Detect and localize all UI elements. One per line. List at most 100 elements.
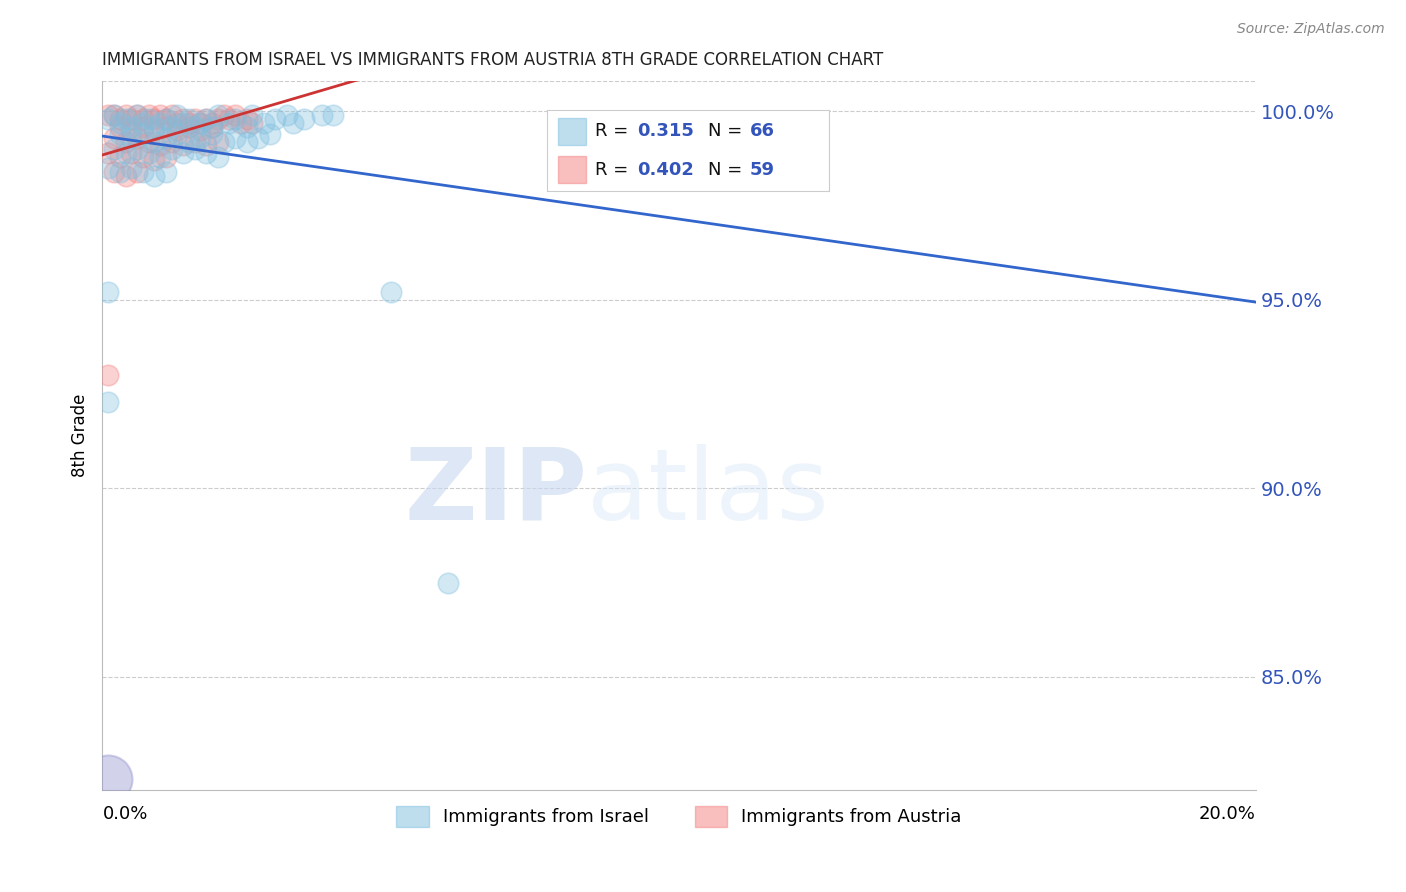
Point <box>138 108 160 122</box>
Point <box>247 131 270 145</box>
Point <box>97 145 120 160</box>
Point <box>149 150 172 164</box>
Point <box>114 169 136 183</box>
Point <box>108 127 131 141</box>
Point <box>183 120 205 134</box>
Point <box>132 150 155 164</box>
Point <box>172 138 194 153</box>
Point <box>207 135 229 149</box>
Point <box>120 145 142 160</box>
Point <box>235 135 257 149</box>
Point <box>160 108 183 122</box>
Point <box>195 112 218 126</box>
Point <box>235 120 257 134</box>
Point <box>103 108 125 122</box>
Point <box>143 153 166 168</box>
Text: 20.0%: 20.0% <box>1199 805 1256 823</box>
Point <box>229 116 252 130</box>
Point <box>97 368 120 383</box>
Point <box>264 112 287 126</box>
Point <box>207 112 229 126</box>
Point <box>172 116 194 130</box>
Point <box>242 116 264 130</box>
Point <box>190 116 212 130</box>
Point <box>201 120 224 134</box>
Point <box>149 138 172 153</box>
Point <box>125 165 148 179</box>
Point <box>172 145 194 160</box>
Point <box>183 112 205 126</box>
Point <box>160 120 183 134</box>
Point <box>103 108 125 122</box>
Point <box>132 112 155 126</box>
Point <box>166 127 188 141</box>
Point <box>190 123 212 137</box>
Point <box>437 575 460 590</box>
Point <box>160 142 183 156</box>
Point <box>195 145 218 160</box>
Point <box>114 108 136 122</box>
Text: atlas: atlas <box>586 444 828 541</box>
Point <box>108 116 131 130</box>
Point <box>97 161 120 175</box>
Point <box>143 112 166 126</box>
Text: IMMIGRANTS FROM ISRAEL VS IMMIGRANTS FROM AUSTRIA 8TH GRADE CORRELATION CHART: IMMIGRANTS FROM ISRAEL VS IMMIGRANTS FRO… <box>103 51 884 69</box>
Point <box>97 108 120 122</box>
Point <box>201 127 224 141</box>
Point <box>253 116 276 130</box>
Point <box>195 112 218 126</box>
Point <box>166 108 188 122</box>
Point <box>132 127 155 141</box>
Point <box>183 142 205 156</box>
Point <box>668 127 690 141</box>
Point <box>242 108 264 122</box>
Point <box>281 116 304 130</box>
Point <box>125 108 148 122</box>
Point <box>103 131 125 145</box>
Point <box>143 120 166 134</box>
Point <box>125 142 148 156</box>
Point <box>143 123 166 137</box>
Point <box>97 285 120 300</box>
Point <box>138 135 160 149</box>
Point <box>155 131 177 145</box>
Point <box>120 123 142 137</box>
Point <box>155 120 177 134</box>
Point <box>143 135 166 149</box>
Point <box>132 165 155 179</box>
Point <box>177 120 200 134</box>
Point <box>97 394 120 409</box>
Point <box>120 131 142 145</box>
Point <box>125 108 148 122</box>
Point <box>155 150 177 164</box>
Point <box>177 112 200 126</box>
Point <box>207 150 229 164</box>
Point <box>183 135 205 149</box>
Point <box>143 169 166 183</box>
Point <box>103 142 125 156</box>
Point <box>97 112 120 126</box>
Point <box>97 772 120 786</box>
Point <box>114 145 136 160</box>
Point <box>108 120 131 134</box>
Point <box>235 112 257 126</box>
Point <box>103 165 125 179</box>
Point <box>120 112 142 126</box>
Y-axis label: 8th Grade: 8th Grade <box>72 394 89 477</box>
Point <box>212 135 235 149</box>
Point <box>155 112 177 126</box>
Point <box>172 112 194 126</box>
Point <box>218 116 240 130</box>
Point <box>132 116 155 130</box>
Point <box>166 123 188 137</box>
Point <box>132 120 155 134</box>
Point <box>155 112 177 126</box>
Legend: Immigrants from Israel, Immigrants from Austria: Immigrants from Israel, Immigrants from … <box>389 798 969 834</box>
Point <box>190 131 212 145</box>
Point <box>218 112 240 126</box>
Point <box>120 161 142 175</box>
Point <box>195 138 218 153</box>
Point <box>149 108 172 122</box>
Point <box>166 116 188 130</box>
Point <box>190 116 212 130</box>
